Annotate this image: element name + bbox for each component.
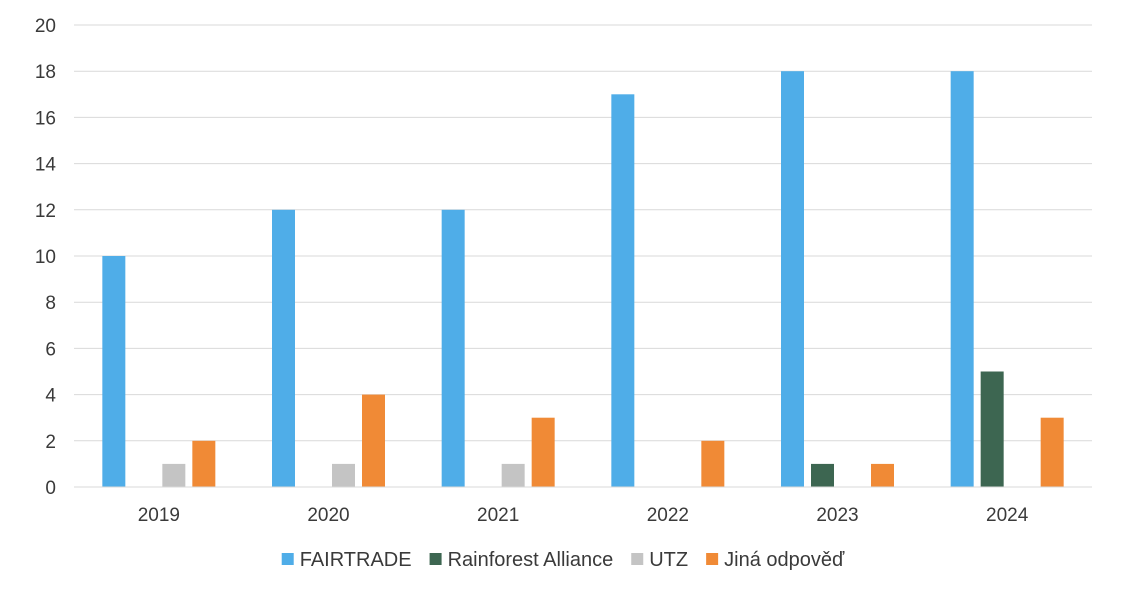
legend: FAIRTRADE Rainforest Alliance UTZ Jiná odpo… (281, 549, 845, 571)
legend-swatch (631, 553, 644, 565)
y-axis-tick-labels: 0 2 4 6 8 10 12 14 16 18 20 (35, 16, 57, 499)
gridlines (74, 24, 1092, 442)
y-tick-label: 18 (35, 62, 56, 83)
x-axis-tick-labels: 2019 2020 2021 2022 2023 2024 (138, 505, 1029, 526)
y-tick-label: 12 (35, 201, 56, 222)
bar-jin-odpov--2021 (531, 417, 555, 487)
y-tick-label: 10 (35, 247, 56, 268)
bar-jin-odpov--2022 (701, 440, 725, 487)
bar-jin-odpov--2020 (362, 394, 385, 487)
y-tick-label: 8 (45, 293, 56, 314)
bar-fairtrade-2024 (950, 71, 974, 487)
y-tick-label: 0 (45, 478, 56, 499)
legend-swatch (429, 553, 442, 565)
legend-label: Jiná odpověď (724, 549, 845, 571)
legend-label: Rainforest Alliance (448, 549, 614, 571)
y-tick-label: 4 (45, 386, 56, 407)
bar-fairtrade-2021 (441, 209, 465, 488)
bar-utz-2020 (332, 463, 355, 487)
bar-rainforest-alliance-2023 (811, 463, 834, 487)
x-tick-label: 2024 (986, 505, 1029, 526)
legend-swatch (706, 553, 719, 565)
legend-label: FAIRTRADE (300, 549, 412, 571)
bar-fairtrade-2019 (102, 256, 126, 487)
bar-utz-2021 (501, 463, 525, 487)
y-tick-label: 6 (45, 339, 56, 360)
x-tick-label: 2022 (647, 505, 689, 526)
legend-swatch (281, 553, 294, 565)
bar-fairtrade-2022 (611, 94, 635, 488)
bar-fairtrade-2023 (781, 71, 804, 487)
bars (102, 71, 1064, 488)
legend-label: UTZ (649, 549, 688, 571)
x-tick-label: 2019 (138, 505, 180, 526)
y-tick-label: 14 (35, 155, 57, 176)
y-tick-label: 20 (35, 16, 56, 37)
bar-utz-2019 (162, 463, 186, 487)
y-tick-label: 16 (35, 108, 56, 129)
bar-jin-odpov--2023 (871, 463, 894, 487)
x-tick-label: 2020 (307, 505, 349, 526)
bar-fairtrade-2020 (272, 209, 295, 488)
x-tick-label: 2021 (477, 505, 519, 526)
bar-rainforest-alliance-2024 (980, 371, 1004, 487)
bar-jin-odpov--2019 (192, 440, 216, 487)
bar-jin-odpov--2024 (1040, 417, 1064, 487)
x-tick-label: 2023 (816, 505, 858, 526)
y-tick-label: 2 (45, 432, 56, 453)
